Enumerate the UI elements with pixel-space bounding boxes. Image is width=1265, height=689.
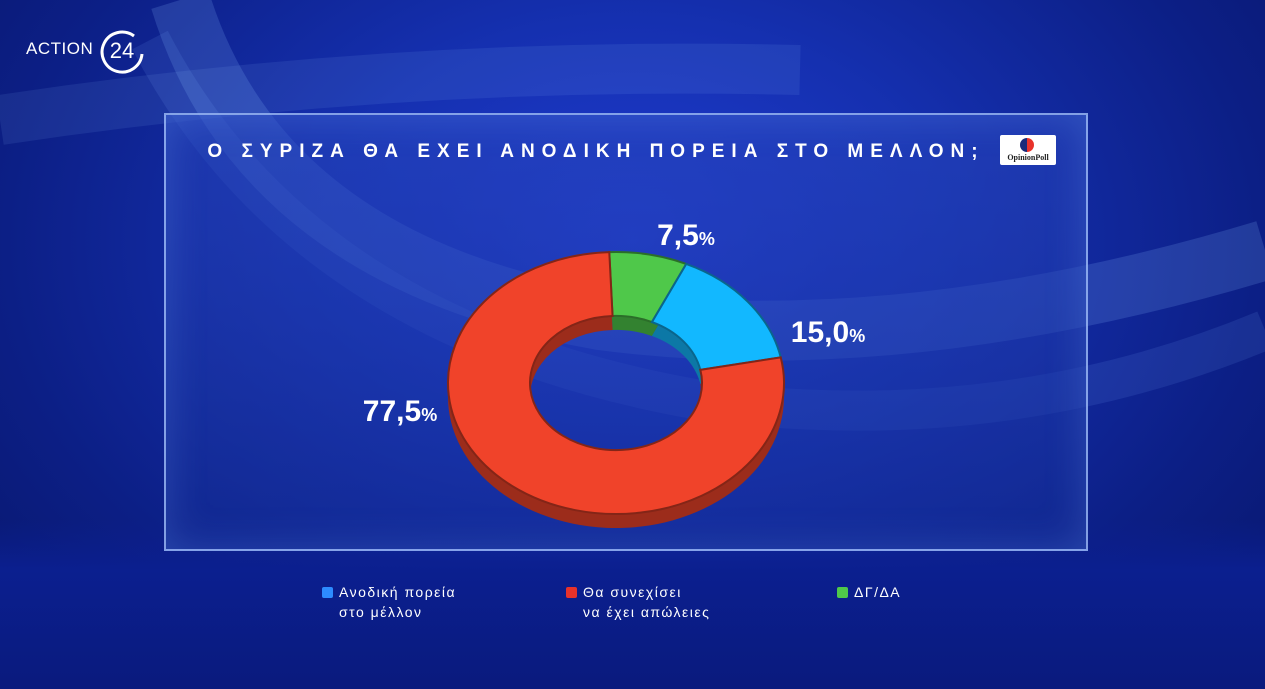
legend-label-1: Θα συνεχίσει να έχει απώλειες	[583, 584, 711, 620]
legend-swatch-1	[566, 587, 577, 598]
opinionpoll-logo: OpinionPoll	[1000, 135, 1056, 165]
slice-1	[447, 251, 785, 515]
channel-logo: ACTION 24	[26, 26, 156, 76]
logo-ring-icon: 24	[100, 30, 144, 74]
value-label-0: 15,0%	[791, 316, 865, 349]
logo-number: 24	[110, 38, 134, 63]
chart-title: Ο ΣΥΡΙΖΑ ΘΑ ΕΧΕΙ ΑΝΟΔΙΚΗ ΠΟΡΕΙΑ ΣΤΟ ΜΕΛΛ…	[207, 141, 985, 162]
opinionpoll-text: OpinionPoll	[1007, 153, 1049, 162]
opinionpoll-dot-icon	[1020, 138, 1034, 152]
legend-swatch-2	[837, 587, 848, 598]
value-label-2: 7,5%	[657, 219, 715, 252]
legend-label-0: Ανοδική πορεία στο μέλλον	[339, 584, 457, 620]
legend-swatch-0	[322, 587, 333, 598]
legend-label-2: ΔΓ/ΔΑ	[854, 584, 902, 600]
value-label-1: 77,5%	[363, 395, 437, 428]
logo-text: ACTION	[26, 39, 94, 58]
